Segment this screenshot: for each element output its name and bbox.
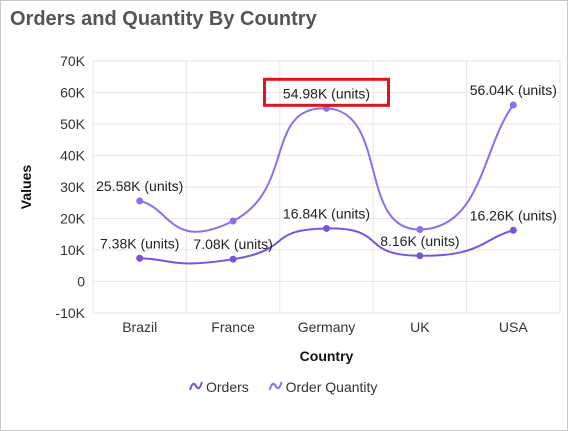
y-tick-label: 20K [60,211,86,227]
x-axis-ticks: Brazil France Germany UK USA [122,319,528,335]
legend-line-icon [268,381,283,391]
y-tick-label: 70K [60,53,86,69]
x-tick-label: UK [410,319,430,335]
y-tick-label: 30K [60,179,86,195]
y-tick-label: -10K [55,305,85,321]
orders-point [229,255,237,263]
orders-point [416,252,424,260]
chart-title: Orders and Quantity By Country [10,8,317,30]
y-tick-label: 60K [60,85,86,101]
orders-data-label: 7.38K (units) [100,235,179,251]
x-tick-label: Brazil [122,319,157,335]
orders-point [323,224,330,232]
orders-data-label: 7.08K (units) [193,236,272,252]
y-tick-label: 10K [60,242,86,258]
order-quantity-data-label: 25.58K (units) [96,178,183,194]
series-lines [136,101,517,265]
y-axis-title: Values [18,165,34,210]
y-tick-label: 50K [60,116,86,132]
order-quantity-data-label: 54.98K (units) [283,85,370,101]
order-quantity-point [136,197,144,205]
legend-label-orders[interactable]: Orders [206,379,249,395]
x-tick-label: USA [499,319,528,335]
order-quantity-point [416,226,424,234]
order-quantity-data-label: 56.04K (units) [470,82,557,98]
orders-data-label: 8.16K (units) [380,233,459,249]
order-quantity-point [229,217,237,225]
orders-point [136,254,144,262]
legend-label-order-quantity[interactable]: Order Quantity [286,379,378,395]
highlight-box [263,77,390,107]
legend[interactable]: Orders Order Quantity [189,379,378,395]
orders-point [509,226,517,234]
legend-line-icon [189,381,203,391]
orders-data-label: 16.84K (units) [283,205,370,221]
data-labels: 7.38K (units) 7.08K (units) 16.84K (units)… [96,77,557,252]
y-axis-ticks: 70K 60K 50K 40K 30K 20K 10K 0 -10K [55,53,85,321]
grid-lines [92,60,561,314]
orders-data-label: 16.26K (units) [470,207,557,223]
x-axis-title: Country [300,348,354,364]
order-quantity-line [139,104,515,233]
x-tick-label: France [211,319,255,335]
x-tick-label: Germany [298,319,356,335]
y-tick-label: 0 [77,274,85,290]
order-quantity-point [509,101,517,109]
y-tick-label: 40K [60,148,86,164]
